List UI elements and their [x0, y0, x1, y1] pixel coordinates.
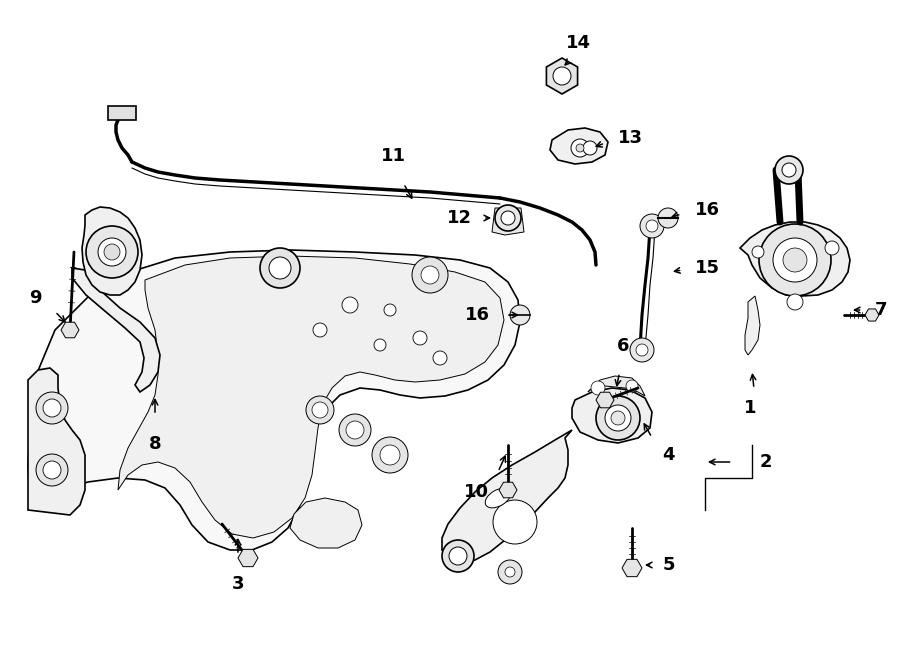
Polygon shape: [546, 58, 578, 94]
Circle shape: [346, 421, 364, 439]
Circle shape: [442, 540, 474, 572]
Text: 16: 16: [465, 306, 490, 324]
Circle shape: [752, 246, 764, 258]
Circle shape: [43, 399, 61, 417]
Text: 7: 7: [875, 301, 887, 319]
Circle shape: [501, 211, 515, 225]
Circle shape: [782, 163, 796, 177]
Circle shape: [421, 266, 439, 284]
Polygon shape: [28, 368, 85, 515]
Circle shape: [825, 241, 839, 255]
Circle shape: [605, 405, 631, 431]
Circle shape: [571, 139, 589, 157]
Circle shape: [260, 248, 300, 288]
Circle shape: [339, 414, 371, 446]
Text: 2: 2: [760, 453, 772, 471]
Circle shape: [380, 445, 400, 465]
Circle shape: [104, 244, 120, 260]
Polygon shape: [865, 309, 879, 321]
Circle shape: [342, 297, 358, 313]
Circle shape: [646, 220, 658, 232]
Circle shape: [596, 396, 640, 440]
Polygon shape: [745, 296, 760, 355]
Circle shape: [493, 500, 537, 544]
Polygon shape: [82, 207, 142, 295]
Ellipse shape: [485, 488, 511, 508]
Circle shape: [640, 214, 664, 238]
Circle shape: [449, 547, 467, 565]
Circle shape: [591, 381, 605, 395]
Polygon shape: [72, 268, 160, 392]
Bar: [108, 106, 136, 120]
Text: 14: 14: [565, 34, 590, 52]
Circle shape: [36, 454, 68, 486]
Circle shape: [372, 437, 408, 473]
Polygon shape: [61, 322, 79, 338]
Circle shape: [626, 380, 638, 392]
Circle shape: [759, 224, 831, 296]
Text: 4: 4: [662, 446, 674, 464]
Circle shape: [787, 294, 803, 310]
Text: 15: 15: [695, 259, 720, 277]
Polygon shape: [442, 430, 572, 562]
Polygon shape: [622, 559, 642, 576]
Circle shape: [384, 304, 396, 316]
Circle shape: [374, 339, 386, 351]
Circle shape: [583, 141, 597, 155]
Polygon shape: [238, 549, 258, 566]
Circle shape: [36, 392, 68, 424]
Circle shape: [312, 402, 328, 418]
Circle shape: [783, 248, 807, 272]
Polygon shape: [572, 388, 652, 443]
Text: 1: 1: [743, 399, 756, 417]
Circle shape: [412, 257, 448, 293]
Circle shape: [658, 208, 678, 228]
Circle shape: [576, 144, 584, 152]
Circle shape: [773, 238, 817, 282]
Polygon shape: [28, 250, 520, 550]
Circle shape: [43, 461, 61, 479]
Text: 9: 9: [30, 289, 42, 307]
Circle shape: [313, 323, 327, 337]
Circle shape: [433, 351, 447, 365]
Circle shape: [775, 156, 803, 184]
Polygon shape: [596, 392, 614, 408]
Text: 3: 3: [232, 575, 244, 593]
Polygon shape: [499, 483, 517, 498]
Circle shape: [505, 567, 515, 577]
Text: 10: 10: [464, 483, 489, 501]
Circle shape: [495, 205, 521, 231]
Polygon shape: [740, 222, 850, 296]
Text: 8: 8: [148, 435, 161, 453]
Text: 13: 13: [618, 129, 643, 147]
Circle shape: [636, 344, 648, 356]
Circle shape: [306, 396, 334, 424]
Circle shape: [510, 305, 530, 325]
Circle shape: [98, 238, 126, 266]
Text: 11: 11: [381, 147, 406, 165]
Circle shape: [413, 331, 427, 345]
Polygon shape: [588, 376, 645, 396]
Text: 12: 12: [447, 209, 472, 227]
Text: 6: 6: [616, 337, 629, 355]
Polygon shape: [118, 256, 504, 538]
Circle shape: [553, 67, 571, 85]
Circle shape: [611, 411, 625, 425]
Text: 5: 5: [663, 556, 676, 574]
Polygon shape: [492, 208, 524, 235]
Circle shape: [630, 338, 654, 362]
Circle shape: [86, 226, 138, 278]
Circle shape: [498, 560, 522, 584]
Polygon shape: [550, 128, 608, 164]
Polygon shape: [290, 498, 362, 548]
Circle shape: [269, 257, 291, 279]
Text: 16: 16: [695, 201, 720, 219]
